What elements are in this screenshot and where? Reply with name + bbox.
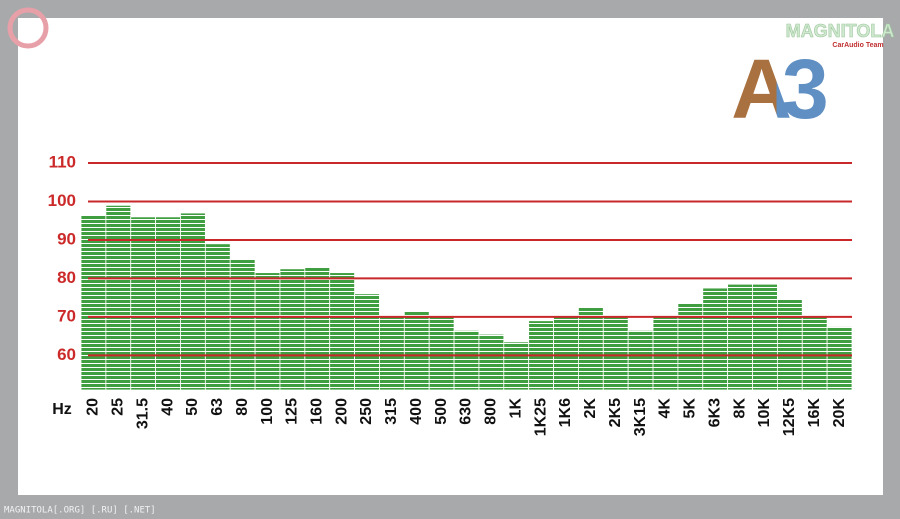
x-tick-label: 160 xyxy=(308,398,325,425)
bar xyxy=(627,329,654,391)
x-tick-label: 6K3 xyxy=(706,398,723,427)
bar xyxy=(578,306,604,391)
x-tick-label: 40 xyxy=(159,398,176,416)
bar xyxy=(602,316,629,391)
y-tick-label: 80 xyxy=(57,268,76,287)
x-tick-label: 200 xyxy=(333,398,350,425)
bar xyxy=(105,204,132,391)
bar xyxy=(453,329,480,391)
bar xyxy=(354,293,380,391)
bar xyxy=(727,283,753,391)
bar xyxy=(329,272,355,391)
bar xyxy=(180,212,206,391)
logo-brand: MAGNITOLA xyxy=(786,21,895,41)
y-tick-label: 90 xyxy=(57,229,76,248)
bar xyxy=(776,299,803,391)
watermark-icon xyxy=(7,7,49,49)
bar xyxy=(553,316,579,391)
x-tick-label: 4K xyxy=(657,398,674,419)
y-tick-label: 100 xyxy=(48,191,76,210)
x-tick-label: 25 xyxy=(110,398,127,416)
y-tick-label: 60 xyxy=(57,345,76,364)
x-tick-label: 10K xyxy=(756,398,773,428)
x-tick-label: 100 xyxy=(259,398,276,425)
x-tick-label: 630 xyxy=(458,398,475,425)
bar xyxy=(752,283,778,391)
x-tick-label: 800 xyxy=(483,398,500,425)
bar xyxy=(702,287,729,391)
y-tick-label: 70 xyxy=(57,306,76,325)
x-tick-label: 50 xyxy=(184,398,201,416)
footer: MAGNITOLA[.ORG] [.RU] [.NET] xyxy=(4,506,156,516)
bar xyxy=(801,316,828,391)
bar xyxy=(478,333,505,391)
x-tick-label: 315 xyxy=(383,398,400,425)
x-tick-label: 20K xyxy=(831,398,848,428)
y-tick-label: 110 xyxy=(49,152,76,171)
x-tick-label: 16K xyxy=(806,398,823,428)
x-tick-label: 1K xyxy=(507,398,524,419)
bar xyxy=(403,310,430,391)
x-tick-label: 2K5 xyxy=(607,398,624,427)
logo-tagline: CarAudio Team xyxy=(832,42,883,49)
x-tick-label: 250 xyxy=(358,398,375,425)
x-tick-label: 1K6 xyxy=(557,398,574,427)
x-tick-label: 125 xyxy=(284,398,301,425)
bar xyxy=(503,341,530,391)
x-tick-label: 2K xyxy=(582,398,599,419)
x-tick-label: 8K xyxy=(731,398,748,419)
x-tick-label: 400 xyxy=(408,398,425,425)
x-tick-label: 3K15 xyxy=(632,398,649,436)
bar xyxy=(826,326,853,391)
x-tick-label: 80 xyxy=(234,398,251,416)
x-tick-label: 63 xyxy=(209,398,226,416)
bar xyxy=(80,214,107,391)
x-tick-label: 20 xyxy=(85,398,102,416)
x-tick-label: 500 xyxy=(433,398,450,425)
bar xyxy=(254,272,281,391)
x-tick-label: 5K xyxy=(682,398,699,419)
bar xyxy=(428,316,455,391)
x-tick-label: 12K5 xyxy=(781,398,798,436)
x-tick-label: 1K25 xyxy=(532,398,549,436)
bar xyxy=(304,266,331,391)
bar xyxy=(130,216,157,391)
bar xyxy=(379,316,405,391)
x-axis-label: Hz xyxy=(52,401,72,418)
x-tick-label: 31.5 xyxy=(134,398,151,429)
bar xyxy=(652,316,679,391)
badge: A3 xyxy=(731,42,826,136)
bar xyxy=(155,216,181,391)
bar xyxy=(279,268,306,391)
